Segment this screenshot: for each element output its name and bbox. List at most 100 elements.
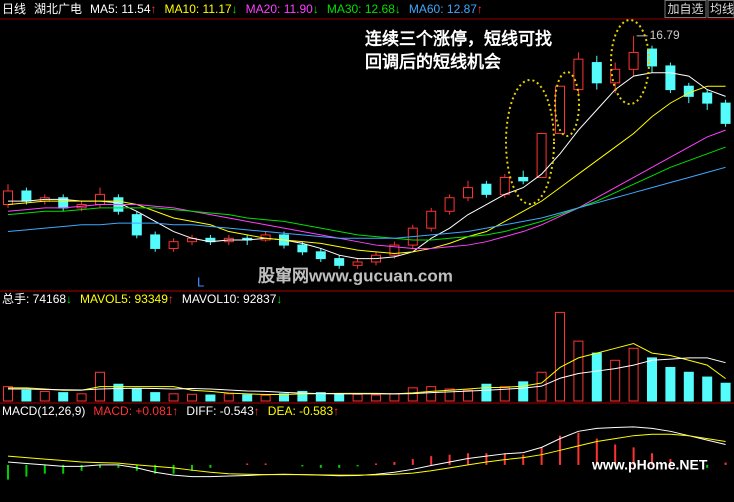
trend-arrow: ↓ — [232, 2, 238, 16]
candle-body — [150, 234, 161, 249]
indicator-line — [7, 146, 726, 241]
volume-bar — [315, 392, 326, 402]
trend-arrow: ↓ — [313, 2, 319, 16]
highlight-ellipse — [554, 71, 580, 137]
trend-arrow: ↓ — [395, 2, 401, 16]
button-label[interactable]: 均线 — [710, 2, 734, 16]
candle-body — [628, 51, 639, 70]
volume-bar — [389, 393, 400, 402]
volume-bar — [573, 340, 584, 402]
legend-text: MA10: 11.17 — [165, 2, 232, 16]
indicator-line — [8, 357, 726, 395]
candle-body — [334, 258, 345, 266]
trend-arrow: ↑ — [168, 292, 174, 306]
trend-arrow: ↑ — [172, 404, 178, 418]
candle-body — [95, 193, 105, 206]
trend-arrow: ↓ — [276, 292, 282, 306]
volume-bar — [279, 393, 289, 402]
volume-bar — [647, 357, 657, 402]
legend-text: MA20: 11.90 — [246, 2, 313, 16]
volume-bar — [628, 347, 639, 402]
volume-bar — [499, 386, 510, 402]
volume-bar — [426, 386, 437, 402]
annotation: 连续三个涨停，短线可找 — [365, 28, 552, 48]
volume-bar — [591, 352, 602, 402]
volume-bar — [518, 381, 529, 402]
volume-bar — [481, 383, 492, 402]
volume-bar — [683, 371, 694, 402]
candle-body — [3, 190, 13, 206]
candle-body — [573, 58, 584, 91]
add-watchlist-button[interactable] — [664, 0, 707, 18]
volume-bar — [187, 393, 197, 402]
volume-bar — [113, 383, 124, 402]
candle-body — [168, 241, 179, 249]
button-label[interactable]: 加自选 — [667, 2, 703, 16]
plot-layer: 16.79 — [3, 28, 731, 480]
volume-bar — [131, 388, 142, 402]
trend-arrow: ↑ — [477, 2, 483, 16]
candle-body — [463, 187, 473, 199]
candle-body — [555, 85, 565, 135]
candle-body — [536, 133, 547, 178]
volume-bar — [444, 388, 455, 402]
volume-bar — [168, 393, 179, 402]
trend-arrow: ↑ — [151, 2, 157, 16]
watermark: www.pHome.NET — [591, 457, 708, 473]
volume-bar — [371, 394, 381, 402]
legend-text: MA60: 12.87 — [409, 2, 477, 16]
legend-text: MA5: 11.54 — [90, 2, 151, 16]
legend-text: MACD: +0.081 — [93, 404, 172, 418]
trend-arrow: ↑ — [254, 404, 260, 418]
annotation: 回调后的短线机会 — [365, 51, 501, 71]
volume-bar — [58, 392, 69, 402]
candle-body — [518, 176, 529, 182]
volume-bar — [352, 393, 363, 402]
candle-body — [315, 251, 326, 260]
volume-bar — [3, 386, 13, 402]
legend-text: DIFF: -0.543 — [186, 404, 254, 418]
volume-bar — [260, 394, 271, 402]
volume-bar — [334, 393, 345, 402]
legend-text: MA30: 12.68 — [327, 2, 395, 16]
max-price-label: 16.79 — [650, 28, 680, 42]
indicator-line — [7, 166, 726, 239]
volume-bar — [39, 390, 50, 402]
legend-text: MAVOL10: 92837 — [182, 292, 277, 306]
volume-bar — [205, 394, 216, 402]
volume-bar — [242, 394, 253, 402]
candle-body — [610, 68, 621, 84]
candle-body — [426, 210, 437, 229]
volume-bar — [720, 382, 731, 402]
legend-text: 日线 — [2, 2, 26, 16]
volume-bar — [463, 389, 473, 402]
panel-header: MACD(12,26,9) MACD: +0.081↑ DIFF: -0.543↑ D… — [2, 404, 339, 418]
low-marker: L — [197, 274, 204, 289]
highlight-ellipse — [505, 79, 555, 205]
candle-body — [665, 65, 676, 91]
panel-header: 总手: 74168↓ MAVOL5: 93349↑ MAVOL10: 92837↓ — [2, 292, 282, 306]
candle-body — [702, 92, 713, 104]
panel-header: 日线 湖北广电 MA5: 11.54↑ MA10: 11.17↓ MA20: 11.90… — [2, 1, 483, 16]
candle-body — [21, 190, 32, 202]
indicator-line — [7, 129, 726, 249]
highlight-ellipse — [610, 19, 650, 105]
volume-bar — [76, 393, 87, 402]
candle-body — [131, 214, 142, 236]
volume-bar — [150, 392, 161, 402]
volume-bar — [223, 393, 234, 402]
volume-bar — [407, 387, 418, 402]
legend-text: 总手: 74168 — [2, 292, 66, 306]
candle-body — [444, 197, 455, 212]
volume-bar — [555, 311, 565, 402]
indicator-line — [7, 433, 726, 476]
candle-body — [720, 102, 731, 124]
candle-body — [591, 62, 602, 84]
volume-bar — [21, 389, 32, 402]
candle-body — [297, 244, 308, 253]
volume-bar — [665, 366, 676, 402]
legend-text: 湖北广电 — [34, 1, 82, 16]
candle-body — [499, 176, 510, 195]
ma-button[interactable] — [707, 0, 734, 18]
